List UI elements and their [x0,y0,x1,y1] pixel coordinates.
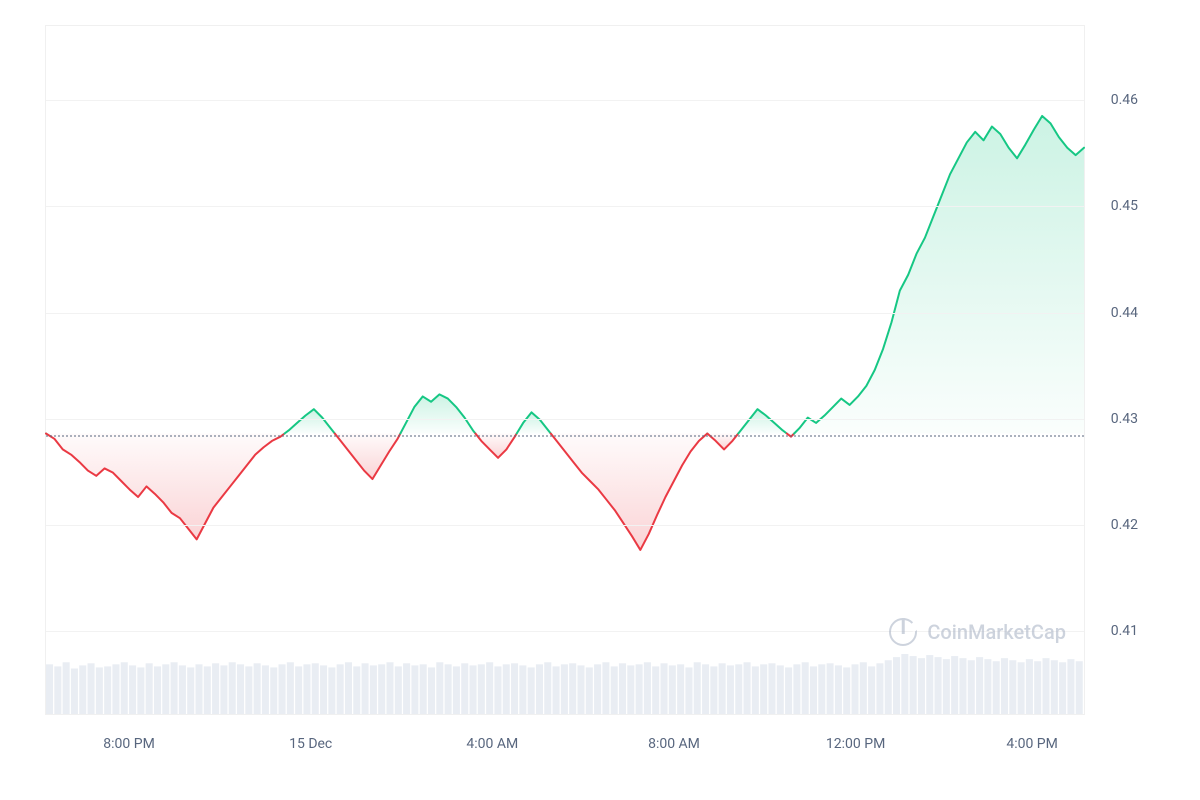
x-tick-label: 15 Dec [289,736,332,752]
x-tick-label: 4:00 AM [466,736,518,752]
x-tick-label: 12:00 PM [826,736,885,752]
x-tick-label: 8:00 PM [103,736,155,752]
watermark-logo-icon [889,618,917,646]
y-tick-label: 0.43 [1111,411,1138,427]
price-chart: 0.410.420.430.440.450.46 8:00 PM15 Dec4:… [45,25,1085,715]
watermark-text: CoinMarketCap [927,620,1066,644]
x-tick-label: 4:00 PM [1006,736,1058,752]
plot-area[interactable] [46,26,1084,714]
volume-bars [46,654,1084,714]
watermark: CoinMarketCap [889,618,1066,646]
y-tick-label: 0.44 [1111,305,1138,321]
baseline-dotted [46,435,1084,437]
y-tick-label: 0.45 [1111,198,1138,214]
price-line-svg [46,26,1084,714]
y-tick-label: 0.46 [1111,92,1138,108]
y-tick-label: 0.41 [1111,623,1138,639]
x-tick-label: 8:00 AM [648,736,700,752]
y-tick-label: 0.42 [1111,517,1138,533]
